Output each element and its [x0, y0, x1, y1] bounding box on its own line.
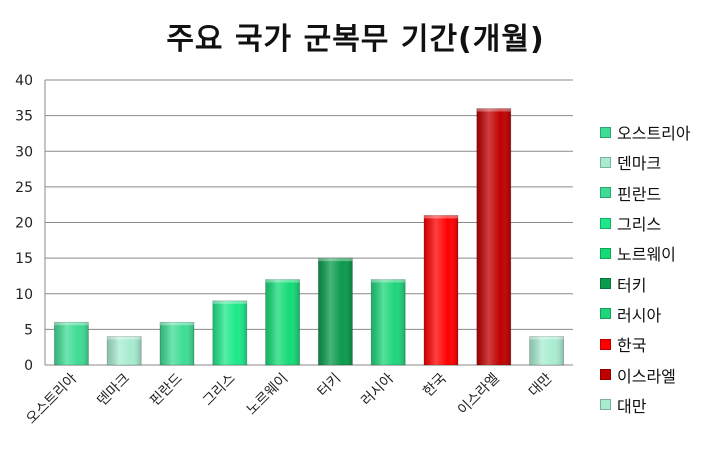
bar-top-bevel — [476, 108, 511, 112]
y-tick-label: 25 — [15, 180, 33, 196]
bars — [54, 108, 564, 366]
legend-label: 노르웨이 — [617, 245, 676, 265]
legend-item: 덴마크 — [600, 147, 691, 177]
bar-top-bevel — [54, 322, 89, 326]
y-tick-label: 10 — [15, 287, 33, 303]
legend-item: 러시아 — [600, 299, 691, 329]
legend-swatch — [600, 308, 611, 320]
bar — [106, 336, 142, 366]
legend-label: 덴마크 — [617, 154, 662, 174]
bar — [476, 108, 512, 366]
bar-top-bevel — [160, 322, 194, 326]
legend-swatch — [600, 338, 611, 350]
bar-shading — [529, 336, 564, 365]
y-tick-label: 20 — [15, 216, 33, 232]
bar — [317, 257, 353, 366]
bar — [265, 279, 301, 366]
legend-swatch — [600, 278, 611, 290]
legend-item: 터키 — [600, 268, 691, 298]
y-tick-label: 30 — [15, 144, 33, 160]
legend-item: 핀란드 — [600, 178, 691, 208]
x-tick-label: 이스라엘 — [455, 371, 503, 419]
x-tick-label: 대만 — [526, 370, 556, 400]
legend-item: 노르웨이 — [600, 238, 691, 268]
legend-item: 이스라엘 — [600, 359, 691, 389]
legend-item: 오스트리아 — [600, 117, 691, 147]
x-tick-label: 그리스 — [200, 370, 239, 409]
bar-top-bevel — [212, 300, 247, 304]
legend-label: 대만 — [617, 396, 647, 416]
y-tick-label: 15 — [15, 251, 33, 267]
bar — [54, 321, 89, 366]
bar-shading — [424, 215, 458, 365]
bar-shading — [107, 336, 142, 365]
x-tick-label: 러시아 — [358, 370, 397, 409]
legend-item: 한국 — [600, 329, 691, 359]
y-tick-label: 5 — [24, 322, 33, 338]
legend-swatch — [600, 369, 611, 381]
y-axis-ticks: 0 5 10 15 20 25 30 35 40 — [15, 73, 33, 374]
bar — [529, 336, 564, 366]
y-tick-label: 0 — [24, 358, 33, 374]
bar-shading — [265, 279, 300, 365]
legend-label: 이스라엘 — [617, 366, 676, 386]
legend-label: 러시아 — [617, 305, 662, 325]
bar-top-bevel — [107, 336, 142, 340]
bar-top-bevel — [529, 336, 564, 340]
bar — [212, 300, 248, 366]
legend-item: 그리스 — [600, 208, 691, 238]
bar-shading — [54, 322, 89, 365]
bar-top-bevel — [265, 279, 300, 283]
bar-top-bevel — [424, 215, 458, 219]
legend-swatch — [600, 156, 611, 168]
bar-shading — [476, 108, 511, 365]
x-axis-ticks: 오스트리아 덴마크 핀란드 그리스 노르웨이 터키 러시아 한국 이스라엘 대만 — [23, 370, 555, 427]
legend-swatch — [600, 217, 611, 229]
chart-title: 주요 국가 군복무 기간(개월) — [166, 22, 545, 57]
y-tick-label: 35 — [15, 109, 33, 125]
x-tick-label: 터키 — [315, 371, 345, 401]
legend-label: 오스트리아 — [617, 124, 691, 144]
legend-item: 대만 — [600, 390, 691, 420]
legend-label: 터키 — [617, 275, 647, 295]
legend-swatch — [600, 399, 611, 411]
x-tick-label: 핀란드 — [147, 370, 186, 409]
legend-swatch — [600, 126, 611, 138]
bar — [423, 214, 459, 366]
legend-label: 핀란드 — [617, 184, 662, 204]
bar — [159, 321, 195, 366]
x-tick-label: 한국 — [420, 370, 450, 400]
legend-label: 그리스 — [617, 215, 662, 235]
y-tick-label: 40 — [15, 73, 33, 89]
legend-label: 한국 — [617, 336, 647, 356]
bar-shading — [371, 279, 406, 365]
legend-swatch — [600, 187, 611, 199]
bar-shading — [160, 322, 194, 365]
bar-shading — [318, 258, 353, 365]
x-tick-label: 노르웨이 — [244, 371, 292, 419]
x-tick-label: 덴마크 — [94, 370, 133, 409]
bar-top-bevel — [318, 258, 353, 262]
bar — [370, 279, 406, 366]
legend-swatch — [600, 247, 611, 259]
bar-top-bevel — [371, 279, 406, 283]
x-tick-label: 오스트리아 — [23, 370, 80, 427]
bar-shading — [212, 300, 247, 365]
